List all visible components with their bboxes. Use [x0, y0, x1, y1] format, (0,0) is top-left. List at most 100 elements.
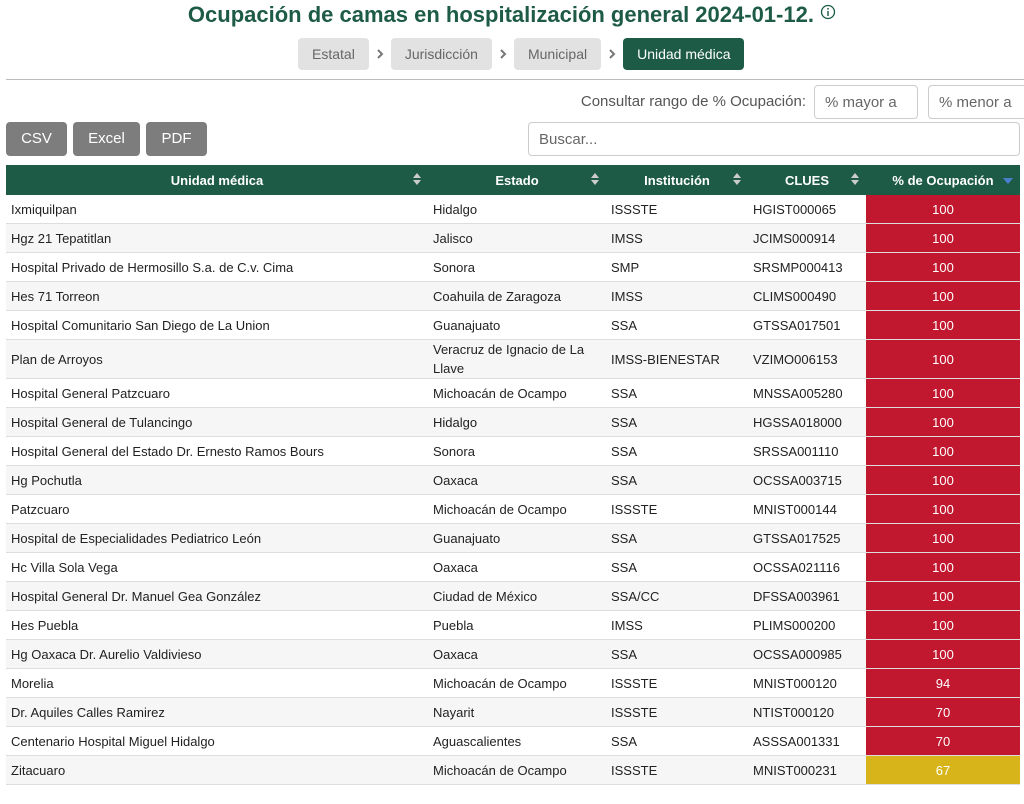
- occupancy-cell: 100: [866, 195, 1020, 224]
- occupancy-cell: 100: [866, 281, 1020, 311]
- chevron: [500, 49, 507, 59]
- table-cell: ISSSTE: [606, 195, 748, 224]
- sort-icon[interactable]: [1002, 175, 1014, 187]
- table-cell: ASSSA001331: [748, 726, 866, 756]
- column-title: CLUES: [784, 172, 830, 188]
- table-cell: Hg Oaxaca Dr. Aurelio Valdivieso: [6, 639, 428, 669]
- table-cell: CLIMS000490: [748, 281, 866, 311]
- table-cell: Oaxaca: [428, 465, 606, 495]
- table-row: Hc Villa Sola Vega Oaxaca SSA OCSSA021116 10…: [6, 552, 1020, 582]
- table-cell: SSA: [606, 523, 748, 553]
- table-cell: Michoacán de Ocampo: [428, 755, 606, 785]
- table-cell: Hc Villa Sola Vega: [6, 552, 428, 582]
- table-cell: Plan de Arroyos: [6, 339, 428, 379]
- sort-icon[interactable]: [412, 173, 422, 185]
- table-cell: SMP: [606, 252, 748, 282]
- table-cell: Hospital Privado de Hermosillo S.a. de C…: [6, 252, 428, 282]
- column-header[interactable]: CLUES: [748, 165, 866, 195]
- breadcrumb-item[interactable]: Jurisdicción: [390, 38, 492, 70]
- table-cell: Sonora: [428, 252, 606, 282]
- table-cell: Guanajuato: [428, 523, 606, 553]
- table-cell: IMSS-BIENESTAR: [606, 339, 748, 379]
- table-row: Hospital General de Tulancingo Hidalgo SSA…: [6, 407, 1020, 437]
- chevron: [377, 49, 384, 59]
- table-cell: Sonora: [428, 436, 606, 466]
- breadcrumb-item[interactable]: Municipal: [513, 38, 602, 70]
- table-row: Hospital General Dr. Manuel Gea González…: [6, 581, 1020, 611]
- table-cell: VZIMO006153: [748, 339, 866, 379]
- column-header[interactable]: Unidad médica: [6, 165, 428, 195]
- export-button[interactable]: CSV: [6, 122, 67, 156]
- export-button[interactable]: PDF: [146, 122, 207, 156]
- data-table: Unidad médica Estado Institución CLUES % de …: [6, 165, 1020, 785]
- table-row: Morelia Michoacán de Ocampo ISSSTE MNIST000…: [6, 668, 1020, 698]
- table-cell: Morelia: [6, 668, 428, 698]
- table-cell: Hospital General de Tulancingo: [6, 407, 428, 437]
- max-input[interactable]: % menor a: [928, 85, 1024, 119]
- column-title: Unidad médica: [170, 172, 264, 188]
- table-row: Centenario Hospital Miguel Hidalgo Aguasc…: [6, 726, 1020, 756]
- table-cell: SSA: [606, 378, 748, 408]
- column-header[interactable]: Institución: [606, 165, 748, 195]
- table-row: Hospital Comunitario San Diego de La Uni…: [6, 310, 1020, 340]
- table-cell: Michoacán de Ocampo: [428, 494, 606, 524]
- table-cell: DFSSA003961: [748, 581, 866, 611]
- table-cell: Michoacán de Ocampo: [428, 668, 606, 698]
- occupancy-cell: 100: [866, 494, 1020, 524]
- separator: [369, 48, 391, 60]
- table-cell: SSA: [606, 310, 748, 340]
- occupancy-cell: 100: [866, 407, 1020, 437]
- table-cell: Patzcuaro: [6, 494, 428, 524]
- filter-label: Consultar rango de % Ocupación:: [580, 93, 806, 110]
- table-cell: MNSSA005280: [748, 378, 866, 408]
- table-row: Dr. Aquiles Calles Ramirez Nayarit ISSSTE N…: [6, 697, 1020, 727]
- table-cell: Hes 71 Torreon: [6, 281, 428, 311]
- separator: [601, 48, 623, 60]
- table-row: Plan de Arroyos Veracruz de Ignacio de La…: [6, 339, 1020, 379]
- table-cell: SRSSA001110: [748, 436, 866, 466]
- table-row: Hospital General Patzcuaro Michoacán de O…: [6, 378, 1020, 408]
- min-input[interactable]: % mayor a: [814, 85, 918, 119]
- table-cell: GTSSA017525: [748, 523, 866, 553]
- occupancy-cell: 100: [866, 252, 1020, 282]
- table-row: Zitacuaro Michoacán de Ocampo ISSSTE MNIST0…: [6, 755, 1020, 785]
- info-icon[interactable]: [820, 4, 836, 20]
- table-cell: ISSSTE: [606, 668, 748, 698]
- table-cell: Aguascalientes: [428, 726, 606, 756]
- separator: [492, 48, 514, 60]
- breadcrumb: Estatal Jurisdicción Municipal Unidad médic…: [298, 38, 745, 70]
- table-cell: SSA: [606, 639, 748, 669]
- table-cell: SSA: [606, 465, 748, 495]
- divider: [6, 79, 1024, 80]
- sort-icon[interactable]: [732, 173, 742, 185]
- occupancy-cell: 100: [866, 339, 1020, 379]
- table-cell: Dr. Aquiles Calles Ramirez: [6, 697, 428, 727]
- table-cell: OCSSA021116: [748, 552, 866, 582]
- sort-icon[interactable]: [850, 173, 860, 185]
- breadcrumb-item[interactable]: Estatal: [298, 38, 369, 70]
- table-cell: MNIST000120: [748, 668, 866, 698]
- occupancy-cell: 100: [866, 223, 1020, 253]
- table-cell: Guanajuato: [428, 310, 606, 340]
- table-row: Hgz 21 Tepatitlan Jalisco IMSS JCIMS000914 1…: [6, 223, 1020, 253]
- table-cell: Hgz 21 Tepatitlan: [6, 223, 428, 253]
- breadcrumb-item[interactable]: Unidad médica: [623, 38, 745, 70]
- title: Ocupación de camas en hospitalización ge…: [0, 2, 1024, 28]
- table-cell: Hidalgo: [428, 195, 606, 224]
- occupancy-cell: 100: [866, 523, 1020, 553]
- column-header[interactable]: % de Ocupación: [866, 165, 1020, 195]
- sort-icon[interactable]: [590, 173, 600, 185]
- table-row: Hg Pochutla Oaxaca SSA OCSSA003715 100: [6, 465, 1020, 495]
- table-cell: Hes Puebla: [6, 610, 428, 640]
- table-row: Hes Puebla Puebla IMSS PLIMS000200 100: [6, 610, 1020, 640]
- table-cell: Puebla: [428, 610, 606, 640]
- chevron: [609, 49, 616, 59]
- table-cell: NTIST000120: [748, 697, 866, 727]
- export-button[interactable]: Excel: [73, 122, 140, 156]
- table-cell: Hospital General del Estado Dr. Ernesto …: [6, 436, 428, 466]
- table-cell: Centenario Hospital Miguel Hidalgo: [6, 726, 428, 756]
- table-cell: Veracruz de Ignacio de La Llave: [428, 339, 606, 379]
- column-header[interactable]: Estado: [428, 165, 606, 195]
- search-input[interactable]: Buscar...: [528, 122, 1020, 156]
- table-cell: IMSS: [606, 223, 748, 253]
